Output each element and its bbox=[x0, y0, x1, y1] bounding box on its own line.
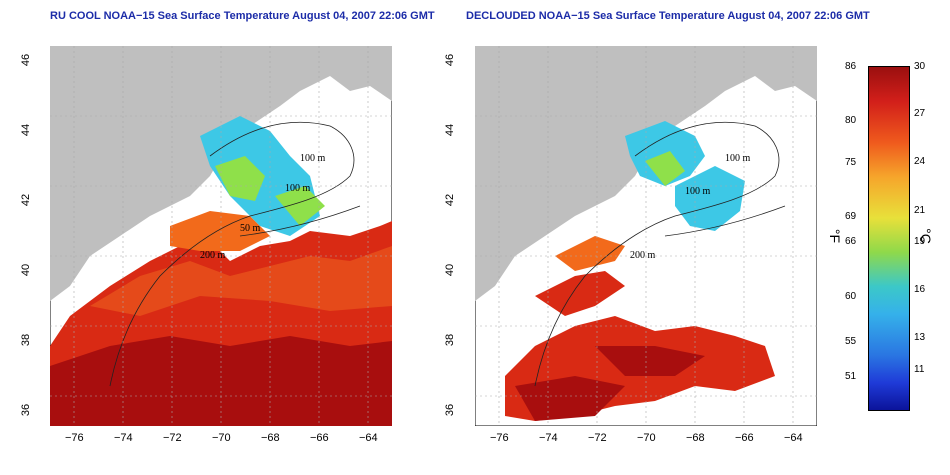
lon-tick: −66 bbox=[735, 432, 754, 444]
colorbar-c-tick: 13 bbox=[914, 332, 926, 343]
colorbar-c-tick: 11 bbox=[914, 364, 925, 375]
right-sst-map: 100 m 100 m 200 m bbox=[475, 46, 817, 426]
contour-label: 100 m bbox=[685, 186, 711, 197]
colorbar-f-tick: 86 bbox=[845, 61, 857, 72]
colorbar-c-tick: 30 bbox=[914, 61, 926, 72]
colorbar-f-tick: 80 bbox=[845, 115, 857, 126]
colorbar-c-tick: 16 bbox=[914, 284, 926, 295]
colorbar-f-tick: 66 bbox=[845, 236, 857, 247]
lon-tick: −70 bbox=[637, 432, 656, 444]
contour-label: 200 m bbox=[630, 250, 656, 261]
lon-tick: −64 bbox=[784, 432, 803, 444]
lon-tick: −72 bbox=[588, 432, 607, 444]
lat-tick: 46 bbox=[20, 53, 33, 67]
colorbar-f-tick: 51 bbox=[845, 371, 857, 382]
colorbar bbox=[868, 66, 910, 411]
colorbar-f-tick: 75 bbox=[845, 157, 857, 168]
contour-label: 50 m bbox=[240, 223, 261, 234]
lat-tick: 38 bbox=[20, 333, 33, 347]
lat-tick: 40 bbox=[444, 263, 457, 277]
colorbar-c-tick: 19 bbox=[914, 236, 926, 247]
lon-tick: −66 bbox=[310, 432, 329, 444]
lon-tick: −76 bbox=[490, 432, 509, 444]
colorbar-c-tick: 24 bbox=[914, 156, 926, 167]
lon-tick: −76 bbox=[65, 432, 84, 444]
left-map-panel: 100 m 100 m 50 m 200 m bbox=[50, 46, 392, 426]
lat-tick: 46 bbox=[444, 53, 457, 67]
lat-tick: 40 bbox=[20, 263, 33, 277]
left-panel-title: RU COOL NOAA−15 Sea Surface Temperature … bbox=[50, 10, 435, 22]
lon-tick: −68 bbox=[261, 432, 280, 444]
lat-tick: 36 bbox=[444, 403, 457, 417]
lon-tick: −68 bbox=[686, 432, 705, 444]
colorbar-f-tick: 55 bbox=[845, 336, 857, 347]
lat-tick: 44 bbox=[20, 123, 33, 137]
lat-tick: 38 bbox=[444, 333, 457, 347]
celsius-unit-label: °C bbox=[917, 228, 934, 244]
left-sst-map: 100 m 100 m 50 m 200 m bbox=[50, 46, 392, 426]
contour-label: 100 m bbox=[300, 153, 326, 164]
lat-tick: 36 bbox=[20, 403, 33, 417]
colorbar-c-tick: 27 bbox=[914, 108, 926, 119]
colorbar-f-tick: 60 bbox=[845, 291, 857, 302]
right-map-panel: 100 m 100 m 200 m bbox=[475, 46, 817, 426]
lat-tick: 42 bbox=[444, 193, 457, 207]
contour-label: 100 m bbox=[725, 153, 751, 164]
colorbar-f-tick: 69 bbox=[845, 211, 857, 222]
contour-label: 100 m bbox=[285, 183, 311, 194]
lat-tick: 42 bbox=[20, 193, 33, 207]
lon-tick: −64 bbox=[359, 432, 378, 444]
lon-tick: −70 bbox=[212, 432, 231, 444]
fahrenheit-unit-label: °F bbox=[827, 228, 844, 244]
lon-tick: −74 bbox=[539, 432, 558, 444]
contour-label: 200 m bbox=[200, 250, 226, 261]
colorbar-c-tick: 21 bbox=[914, 205, 926, 216]
lon-tick: −74 bbox=[114, 432, 133, 444]
lat-tick: 44 bbox=[444, 123, 457, 137]
right-panel-title: DECLOUDED NOAA−15 Sea Surface Temperatur… bbox=[466, 10, 870, 22]
lon-tick: −72 bbox=[163, 432, 182, 444]
